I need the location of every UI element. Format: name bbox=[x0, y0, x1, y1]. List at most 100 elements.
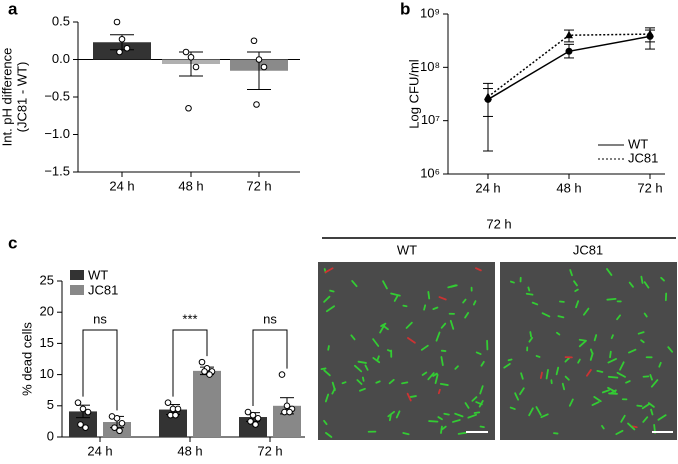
cell bbox=[481, 426, 484, 427]
cell bbox=[330, 291, 334, 292]
cell bbox=[402, 382, 407, 383]
legend-label: JC81 bbox=[628, 150, 658, 165]
legend-label: WT bbox=[628, 136, 648, 151]
data-point bbox=[279, 372, 285, 378]
y-tick-label: −0.5 bbox=[44, 88, 70, 103]
data-point bbox=[119, 420, 125, 426]
cell bbox=[441, 427, 442, 433]
data-point bbox=[114, 19, 120, 25]
data-point bbox=[261, 64, 267, 70]
x-tick-label: 24 h bbox=[87, 443, 112, 458]
data-point bbox=[186, 105, 192, 111]
cell bbox=[509, 360, 512, 361]
significance-bracket bbox=[83, 330, 117, 410]
data-point bbox=[255, 415, 261, 421]
cell bbox=[428, 292, 429, 298]
y-tick-label: 15 bbox=[40, 335, 54, 350]
data-point bbox=[85, 409, 91, 415]
data-point bbox=[173, 412, 179, 418]
cell bbox=[511, 282, 514, 283]
data-point bbox=[251, 38, 257, 44]
significance-label: ns bbox=[93, 311, 107, 326]
cell bbox=[321, 368, 325, 369]
line bbox=[488, 34, 650, 97]
legend-label: JC81 bbox=[88, 282, 118, 297]
cell bbox=[403, 433, 408, 434]
y-tick-label: 5 bbox=[47, 397, 54, 412]
data-point bbox=[188, 54, 194, 60]
cell bbox=[444, 414, 449, 415]
data-point bbox=[254, 102, 260, 108]
legend-swatch bbox=[70, 285, 84, 295]
marker bbox=[566, 48, 573, 55]
panel-label: a bbox=[8, 0, 18, 18]
significance-label: *** bbox=[182, 311, 197, 326]
cell bbox=[637, 406, 641, 407]
y-tick-label: 0 bbox=[47, 428, 54, 443]
legend-swatch bbox=[70, 270, 84, 280]
panel-label: c bbox=[8, 233, 17, 252]
cell bbox=[429, 421, 437, 422]
significance-label: ns bbox=[263, 311, 277, 326]
micrograph-label: WT bbox=[397, 242, 417, 257]
x-tick-label: 48 h bbox=[556, 180, 581, 195]
micrograph bbox=[318, 262, 495, 440]
y-tick-label: 25 bbox=[40, 272, 54, 287]
cell bbox=[530, 332, 531, 337]
cell bbox=[528, 287, 529, 290]
data-point bbox=[207, 372, 213, 378]
y-tick-label: 20 bbox=[40, 304, 54, 319]
data-point bbox=[199, 359, 205, 365]
y-tick-label: 0.5 bbox=[52, 13, 70, 28]
cell bbox=[439, 390, 440, 393]
x-tick-label: 48 h bbox=[177, 443, 202, 458]
y-tick-label: −1.0 bbox=[44, 126, 70, 141]
data-point bbox=[183, 49, 189, 55]
data-point bbox=[193, 64, 199, 70]
x-tick-label: 72 h bbox=[246, 178, 271, 193]
cell bbox=[475, 412, 480, 413]
y-axis-label: % dead cells bbox=[19, 322, 34, 396]
cell bbox=[591, 349, 592, 353]
data-point bbox=[75, 400, 81, 406]
micrograph-label: JC81 bbox=[573, 242, 603, 257]
y-tick-label: −1.5 bbox=[44, 163, 70, 178]
x-tick-label: 48 h bbox=[178, 178, 203, 193]
cell bbox=[403, 306, 406, 307]
cell bbox=[633, 426, 637, 427]
data-point bbox=[117, 49, 123, 55]
cell bbox=[537, 356, 540, 357]
cell bbox=[541, 373, 542, 379]
data-point bbox=[124, 45, 130, 51]
data-point bbox=[119, 36, 125, 42]
marker bbox=[484, 92, 492, 100]
panel-label: b bbox=[400, 0, 410, 18]
y-tick-label: 10⁹ bbox=[420, 5, 440, 20]
cell bbox=[609, 377, 618, 378]
cell bbox=[410, 396, 416, 397]
marker bbox=[646, 30, 654, 38]
x-tick-label: 24 h bbox=[109, 178, 134, 193]
cell bbox=[607, 299, 615, 300]
cell bbox=[610, 352, 611, 358]
cell bbox=[343, 382, 346, 383]
y-tick-label: 10⁷ bbox=[421, 112, 440, 127]
y-axis-label: Int. pH difference bbox=[0, 48, 14, 147]
y-axis-label: (JC81 - WT) bbox=[14, 62, 29, 133]
y-tick-label: 10⁸ bbox=[420, 59, 440, 74]
cell bbox=[558, 316, 563, 317]
legend-label: WT bbox=[88, 267, 108, 282]
data-point bbox=[287, 409, 293, 415]
significance-bracket bbox=[253, 330, 287, 406]
bar bbox=[193, 371, 221, 437]
y-tick-label: 0.0 bbox=[52, 51, 70, 66]
y-tick-label: 10⁶ bbox=[420, 165, 440, 180]
cell bbox=[612, 335, 613, 338]
cell bbox=[388, 350, 391, 351]
cell bbox=[527, 294, 533, 295]
cell bbox=[363, 377, 364, 380]
data-point bbox=[117, 428, 123, 434]
data-point bbox=[253, 422, 259, 428]
cell bbox=[358, 362, 366, 363]
